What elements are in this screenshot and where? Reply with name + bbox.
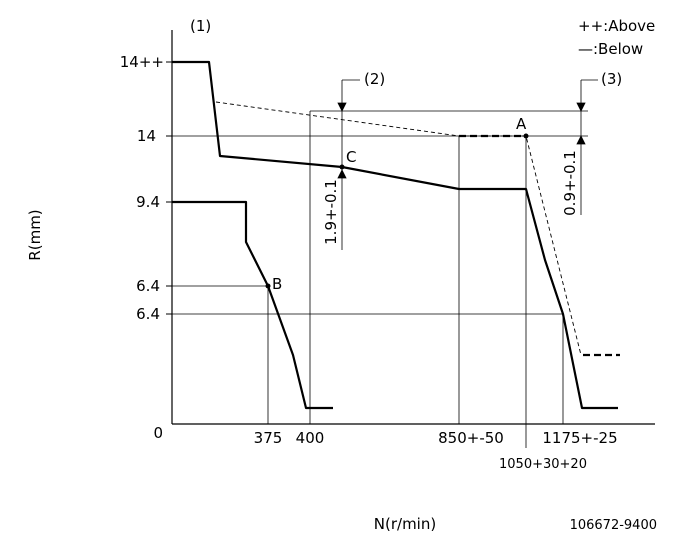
drawing-code: 106672-9400: [570, 518, 657, 533]
x-tick-label-2: 850+-50: [438, 429, 504, 447]
axes: [171, 30, 655, 425]
y-axis-label: R(mm): [26, 209, 44, 260]
y-tick-label-3: 6.4: [136, 277, 160, 295]
x-tick-label-1: 400: [296, 429, 325, 447]
x-tick-label-3: 1050+30+20: [499, 457, 587, 472]
dimension-3: [576, 79, 598, 215]
reference-lines: [172, 110, 588, 448]
point-b-label: B: [272, 275, 282, 293]
point-a-marker: [523, 133, 529, 139]
thick-dashed-segments: [459, 134, 620, 357]
y-tick-label-0: 14++: [120, 53, 164, 71]
y-tick-marks: [166, 61, 172, 315]
points: [265, 133, 529, 289]
y-tick-label-2: 9.4: [136, 193, 160, 211]
legend-below: —:Below: [578, 40, 643, 58]
y-tick-label-5: 0: [153, 424, 163, 442]
above-curve: [215, 101, 582, 356]
x-tick-label-4: 1175+-25: [542, 429, 617, 447]
point-c-label: C: [346, 148, 356, 166]
x-tick-label-0: 375: [254, 429, 283, 447]
legend-above: ++:Above: [578, 17, 655, 35]
dimension-3-label: 0.9+-0.1: [561, 150, 579, 216]
note-2-label: (2): [364, 70, 385, 88]
note-1-label: (1): [190, 17, 211, 35]
point-c-marker: [339, 164, 345, 170]
point-a-label: A: [516, 115, 527, 133]
idle-curve: [172, 200, 333, 410]
dashed-curves: [215, 101, 582, 356]
full-load-curve: [172, 60, 618, 410]
y-tick-label-1: 14: [137, 127, 156, 145]
note-3-label: (3): [601, 70, 622, 88]
point-b-marker: [265, 283, 271, 289]
dimension-2-label: 1.9+-0.1: [322, 179, 340, 245]
x-axis-label: N(r/min): [374, 515, 436, 533]
y-tick-label-4: 6.4: [136, 305, 160, 323]
